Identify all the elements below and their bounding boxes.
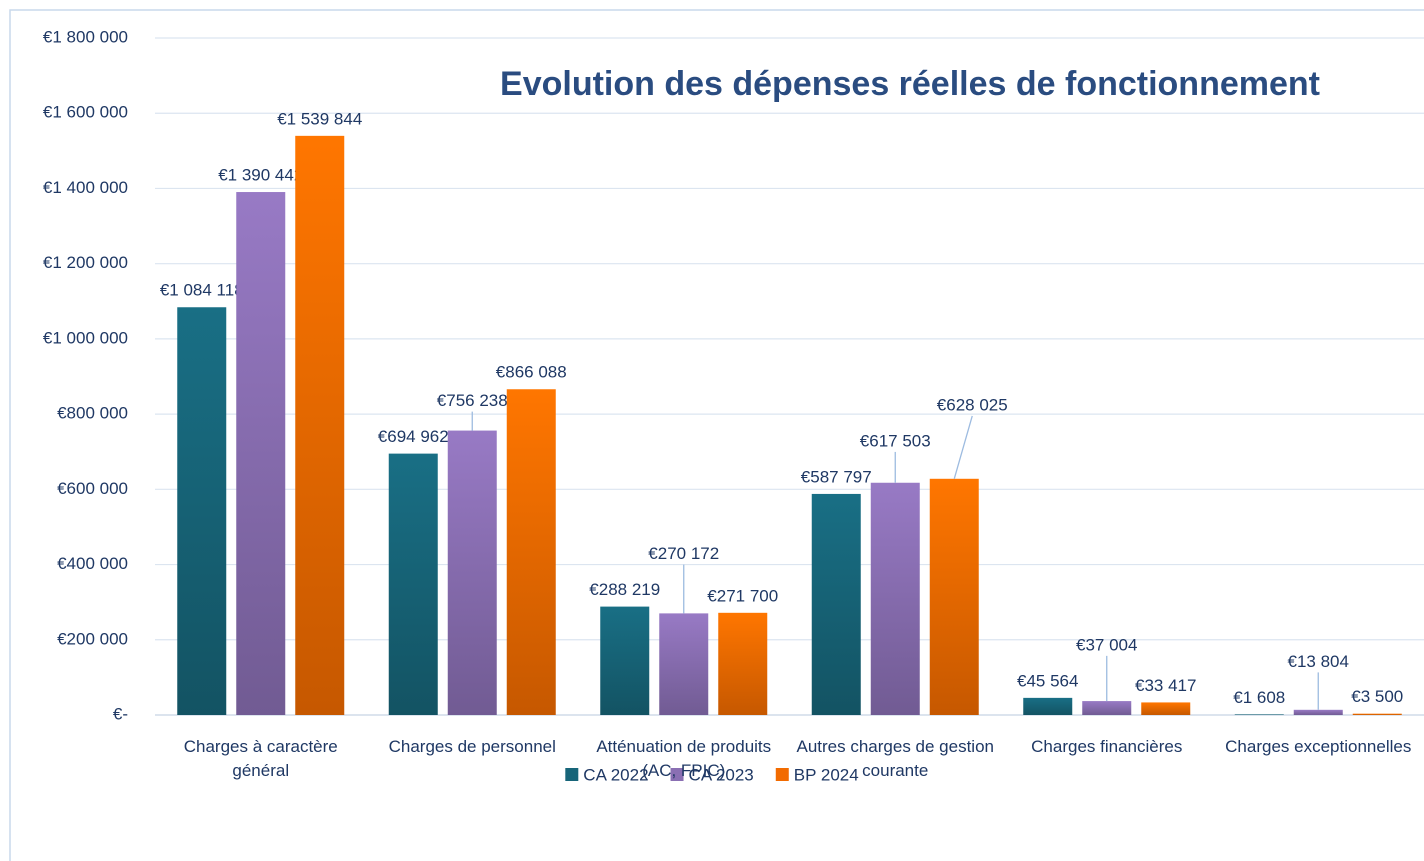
data-label: €288 219 — [589, 580, 660, 599]
legend-swatch — [670, 768, 684, 781]
data-label: €33 417 — [1135, 676, 1196, 695]
y-tick-label: €1 000 000 — [43, 328, 128, 347]
y-tick-label: €- — [113, 704, 128, 723]
data-label: €628 025 — [937, 395, 1008, 414]
y-tick-label: €1 200 000 — [43, 253, 128, 272]
bar — [929, 478, 979, 715]
data-label: €13 804 — [1288, 652, 1349, 671]
legend-swatch — [565, 768, 579, 781]
legend-label: CA 2022 — [583, 765, 648, 784]
bar — [659, 613, 709, 715]
data-label: €694 962 — [378, 427, 449, 446]
data-label: €756 238 — [437, 391, 508, 410]
bar — [1293, 709, 1343, 715]
data-label: €1 539 844 — [277, 109, 362, 128]
legend-label: BP 2024 — [794, 765, 859, 784]
bar — [388, 453, 438, 715]
y-tick-label: €1 600 000 — [43, 103, 128, 122]
data-label: €587 797 — [801, 467, 872, 486]
bar — [1023, 697, 1073, 715]
bar — [870, 482, 920, 715]
data-label: €1 390 442 — [218, 166, 303, 185]
y-tick-label: €600 000 — [57, 479, 128, 498]
y-tick-label: €1 400 000 — [43, 178, 128, 197]
bar — [236, 192, 286, 716]
data-label: €1 608 — [1233, 688, 1285, 707]
legend-swatch — [775, 768, 789, 781]
bar — [718, 612, 768, 715]
x-tick-label: Charges financières — [1031, 737, 1183, 756]
y-tick-label: €1 800 000 — [43, 27, 128, 46]
bar — [1234, 714, 1284, 715]
legend-label: CA 2023 — [689, 765, 754, 784]
data-label: €1 084 118 — [160, 281, 244, 300]
x-tick-label: Charges de personnel — [388, 737, 556, 756]
y-tick-label: €200 000 — [57, 629, 128, 648]
bar — [1082, 701, 1132, 715]
chart-title: Evolution des dépenses réelles de foncti… — [500, 65, 1320, 103]
data-label: €270 172 — [648, 544, 719, 563]
data-label: €866 088 — [496, 363, 567, 382]
legend: CA 2022 CA 2023 BP 2024 — [565, 765, 859, 784]
x-tick-label: Atténuation de produits (AC, FPIC) — [596, 737, 772, 780]
x-tick-label: Charges à caractère général — [183, 737, 338, 780]
bar — [1141, 702, 1191, 715]
leader-line — [953, 415, 973, 479]
data-label: €45 564 — [1017, 671, 1078, 690]
y-tick-label: €800 000 — [57, 404, 128, 423]
y-tick-label: €400 000 — [57, 554, 128, 573]
bar — [811, 493, 861, 715]
bar — [177, 307, 227, 715]
bar — [506, 389, 556, 715]
bar — [600, 606, 650, 715]
x-tick-label: Charges exceptionnelles — [1225, 737, 1412, 756]
data-label: €271 700 — [707, 586, 778, 605]
bar — [295, 135, 345, 716]
bar — [447, 430, 497, 715]
bar — [1352, 713, 1402, 715]
data-label: €37 004 — [1076, 635, 1137, 654]
data-label: €3 500 — [1351, 687, 1403, 706]
data-label: €617 503 — [860, 431, 931, 450]
chart-border — [9, 9, 1424, 861]
x-tick-label: Autres charges de gestion courante — [796, 737, 994, 780]
